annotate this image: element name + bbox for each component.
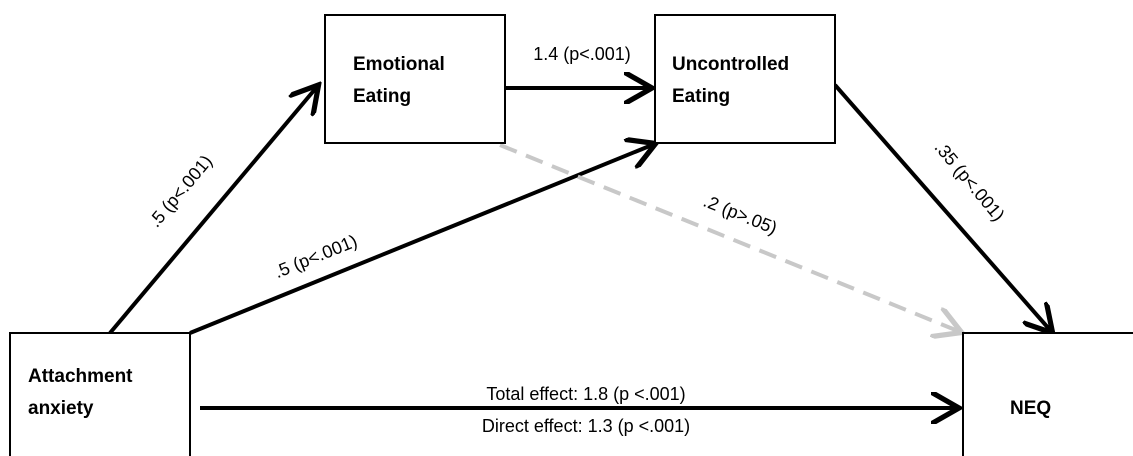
node-label: Attachment [28, 366, 133, 387]
edge [108, 88, 316, 335]
node-box [324, 14, 506, 144]
edge-label: .5 (p<.001) [271, 231, 360, 282]
node-label: anxiety [28, 398, 94, 419]
edge-label: Total effect: 1.8 (p <.001) [486, 384, 685, 404]
edge [189, 145, 652, 335]
node-label: Uncontrolled [672, 54, 789, 75]
node-box [962, 332, 1133, 456]
node-label: Emotional [353, 54, 445, 75]
node-box [9, 332, 191, 456]
edge [833, 83, 1050, 330]
edge-label: 1.4 (p<.001) [533, 44, 631, 64]
node-label: NEQ [1010, 398, 1051, 419]
node-box [654, 14, 836, 144]
edge-label: Direct effect: 1.3 (p <.001) [482, 416, 690, 436]
edge-dashed [499, 143, 958, 331]
node-label: Eating [672, 86, 730, 107]
edge-label: .35 (p<.001) [931, 137, 1009, 225]
node-label: Eating [353, 86, 411, 107]
